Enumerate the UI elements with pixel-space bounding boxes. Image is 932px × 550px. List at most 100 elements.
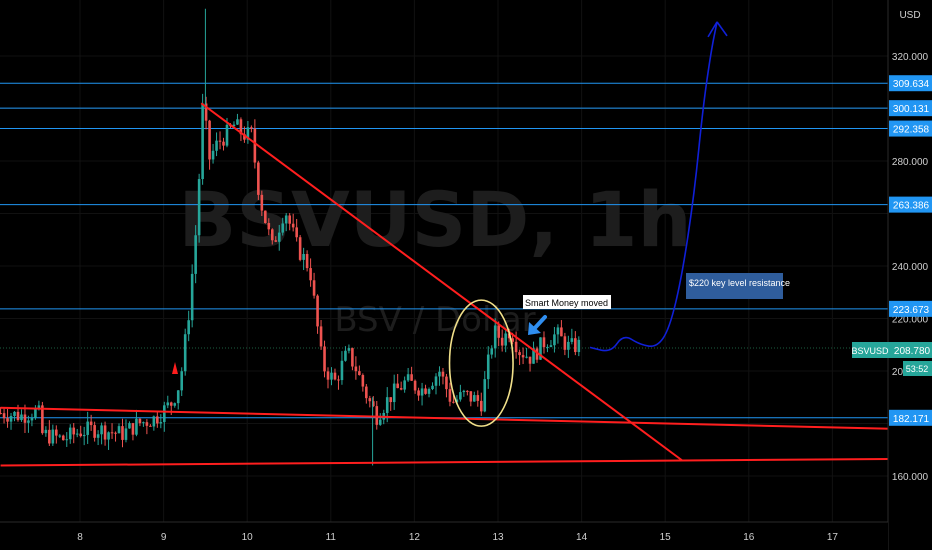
candle-body — [180, 371, 184, 391]
candle-body — [34, 408, 37, 419]
candle-body — [236, 119, 239, 125]
annotations: Smart Money moved in $220 key level resi… — [523, 273, 790, 309]
candle-body — [6, 418, 9, 422]
candle-body — [131, 423, 135, 435]
level-badge — [889, 300, 932, 317]
candle-body — [556, 327, 560, 335]
candle-body — [13, 411, 16, 416]
candle-body — [371, 401, 375, 407]
candle-body — [500, 337, 504, 346]
x-tick-label: 17 — [827, 532, 839, 543]
current-price-label[interactable]: BSVUSD 208.780 53:52 — [851, 342, 932, 376]
candle-body — [567, 341, 570, 350]
candle-body — [0, 413, 2, 414]
candle-body — [152, 416, 156, 427]
level-label: 309.634 — [893, 79, 930, 90]
annotation-key-level[interactable]: $220 key level resistance — [686, 273, 790, 299]
candle-body — [521, 355, 525, 358]
candle-body — [61, 435, 65, 441]
candle-body — [577, 339, 581, 353]
watermark: BSVUSD, 1h BSV / Dollar — [178, 175, 691, 340]
candle-body — [330, 372, 333, 380]
x-tick-label: 11 — [326, 532, 337, 543]
candle-body — [68, 427, 72, 440]
candle-body — [159, 422, 163, 424]
candle-body — [424, 388, 427, 394]
candle-body — [169, 402, 173, 406]
candle-body — [41, 405, 44, 434]
candle-body — [135, 418, 138, 435]
candle-body — [124, 428, 128, 440]
candle-body — [305, 254, 309, 269]
candle-body — [316, 295, 319, 327]
candle-body — [431, 385, 434, 390]
level-label: 182.171 — [893, 414, 930, 425]
price-symbol-text: BSVUSD — [851, 346, 889, 356]
level-label: 292.358 — [893, 125, 930, 136]
trendline[interactable] — [0, 457, 891, 467]
candle-body — [542, 337, 546, 348]
level-badge — [889, 100, 932, 117]
candle-body — [264, 210, 267, 224]
candle-body — [75, 433, 79, 435]
candle-body — [302, 254, 305, 260]
candles — [0, 8, 581, 466]
candle-body — [142, 422, 145, 424]
x-tick-label: 16 — [743, 532, 755, 543]
candle-body — [570, 338, 574, 342]
candle-body — [117, 426, 121, 434]
watermark-symbol: BSVUSD, 1h — [178, 175, 691, 264]
candle-body — [445, 376, 448, 390]
candle-body — [469, 391, 473, 402]
candle-body — [459, 392, 462, 400]
accumulation-ellipse[interactable] — [448, 299, 514, 427]
candle-body — [246, 127, 250, 140]
candle-body — [128, 423, 131, 429]
candle-body — [204, 103, 208, 121]
level-labels: 309.634 300.131 292.358 263.386 223.673 182.1… — [889, 75, 932, 426]
candle-body — [528, 356, 532, 364]
y-tick-label: 320.000 — [892, 52, 929, 63]
candle-body — [281, 223, 285, 233]
level-label: 263.386 — [893, 201, 930, 212]
candle-body — [2, 413, 6, 419]
level-label: 300.131 — [893, 104, 930, 115]
candle-body — [166, 402, 170, 406]
level-badge — [889, 196, 932, 213]
countdown-badge — [903, 361, 932, 376]
candle-body — [201, 103, 204, 180]
price-axis[interactable]: 160.000200.000220.000240.000280.000320.0… — [851, 0, 932, 550]
candle-body — [511, 338, 514, 342]
candle-body — [93, 425, 96, 438]
candle-body — [504, 333, 507, 346]
candle-body — [295, 227, 298, 238]
candle-body — [406, 374, 410, 381]
candle-body — [333, 372, 337, 380]
candle-body — [9, 415, 13, 422]
candle-body — [110, 432, 114, 434]
trendline[interactable] — [200, 102, 683, 462]
candle-body — [197, 179, 201, 236]
y-tick-label: 280.000 — [892, 157, 929, 168]
candle-body — [507, 333, 511, 339]
candle-body — [27, 420, 30, 423]
candle-body — [553, 334, 556, 346]
annotation-smart-money[interactable]: Smart Money moved in — [523, 295, 618, 309]
candle-body — [546, 346, 549, 348]
candle-body — [361, 375, 365, 387]
candle-body — [149, 425, 152, 427]
trendline[interactable] — [0, 406, 891, 430]
candle-body — [344, 350, 347, 361]
trendlines[interactable] — [0, 102, 891, 467]
time-axis[interactable]: 8 9 10 11 12 13 14 15 16 17 — [0, 521, 888, 550]
candle-body — [535, 348, 539, 360]
candle-body — [347, 348, 351, 351]
candle-body — [288, 215, 291, 224]
x-tick-label: 9 — [161, 532, 167, 543]
projection-curve[interactable] — [589, 21, 718, 352]
candle-body — [103, 425, 107, 440]
candle-body — [96, 434, 100, 438]
currency-label: USD — [899, 10, 920, 21]
